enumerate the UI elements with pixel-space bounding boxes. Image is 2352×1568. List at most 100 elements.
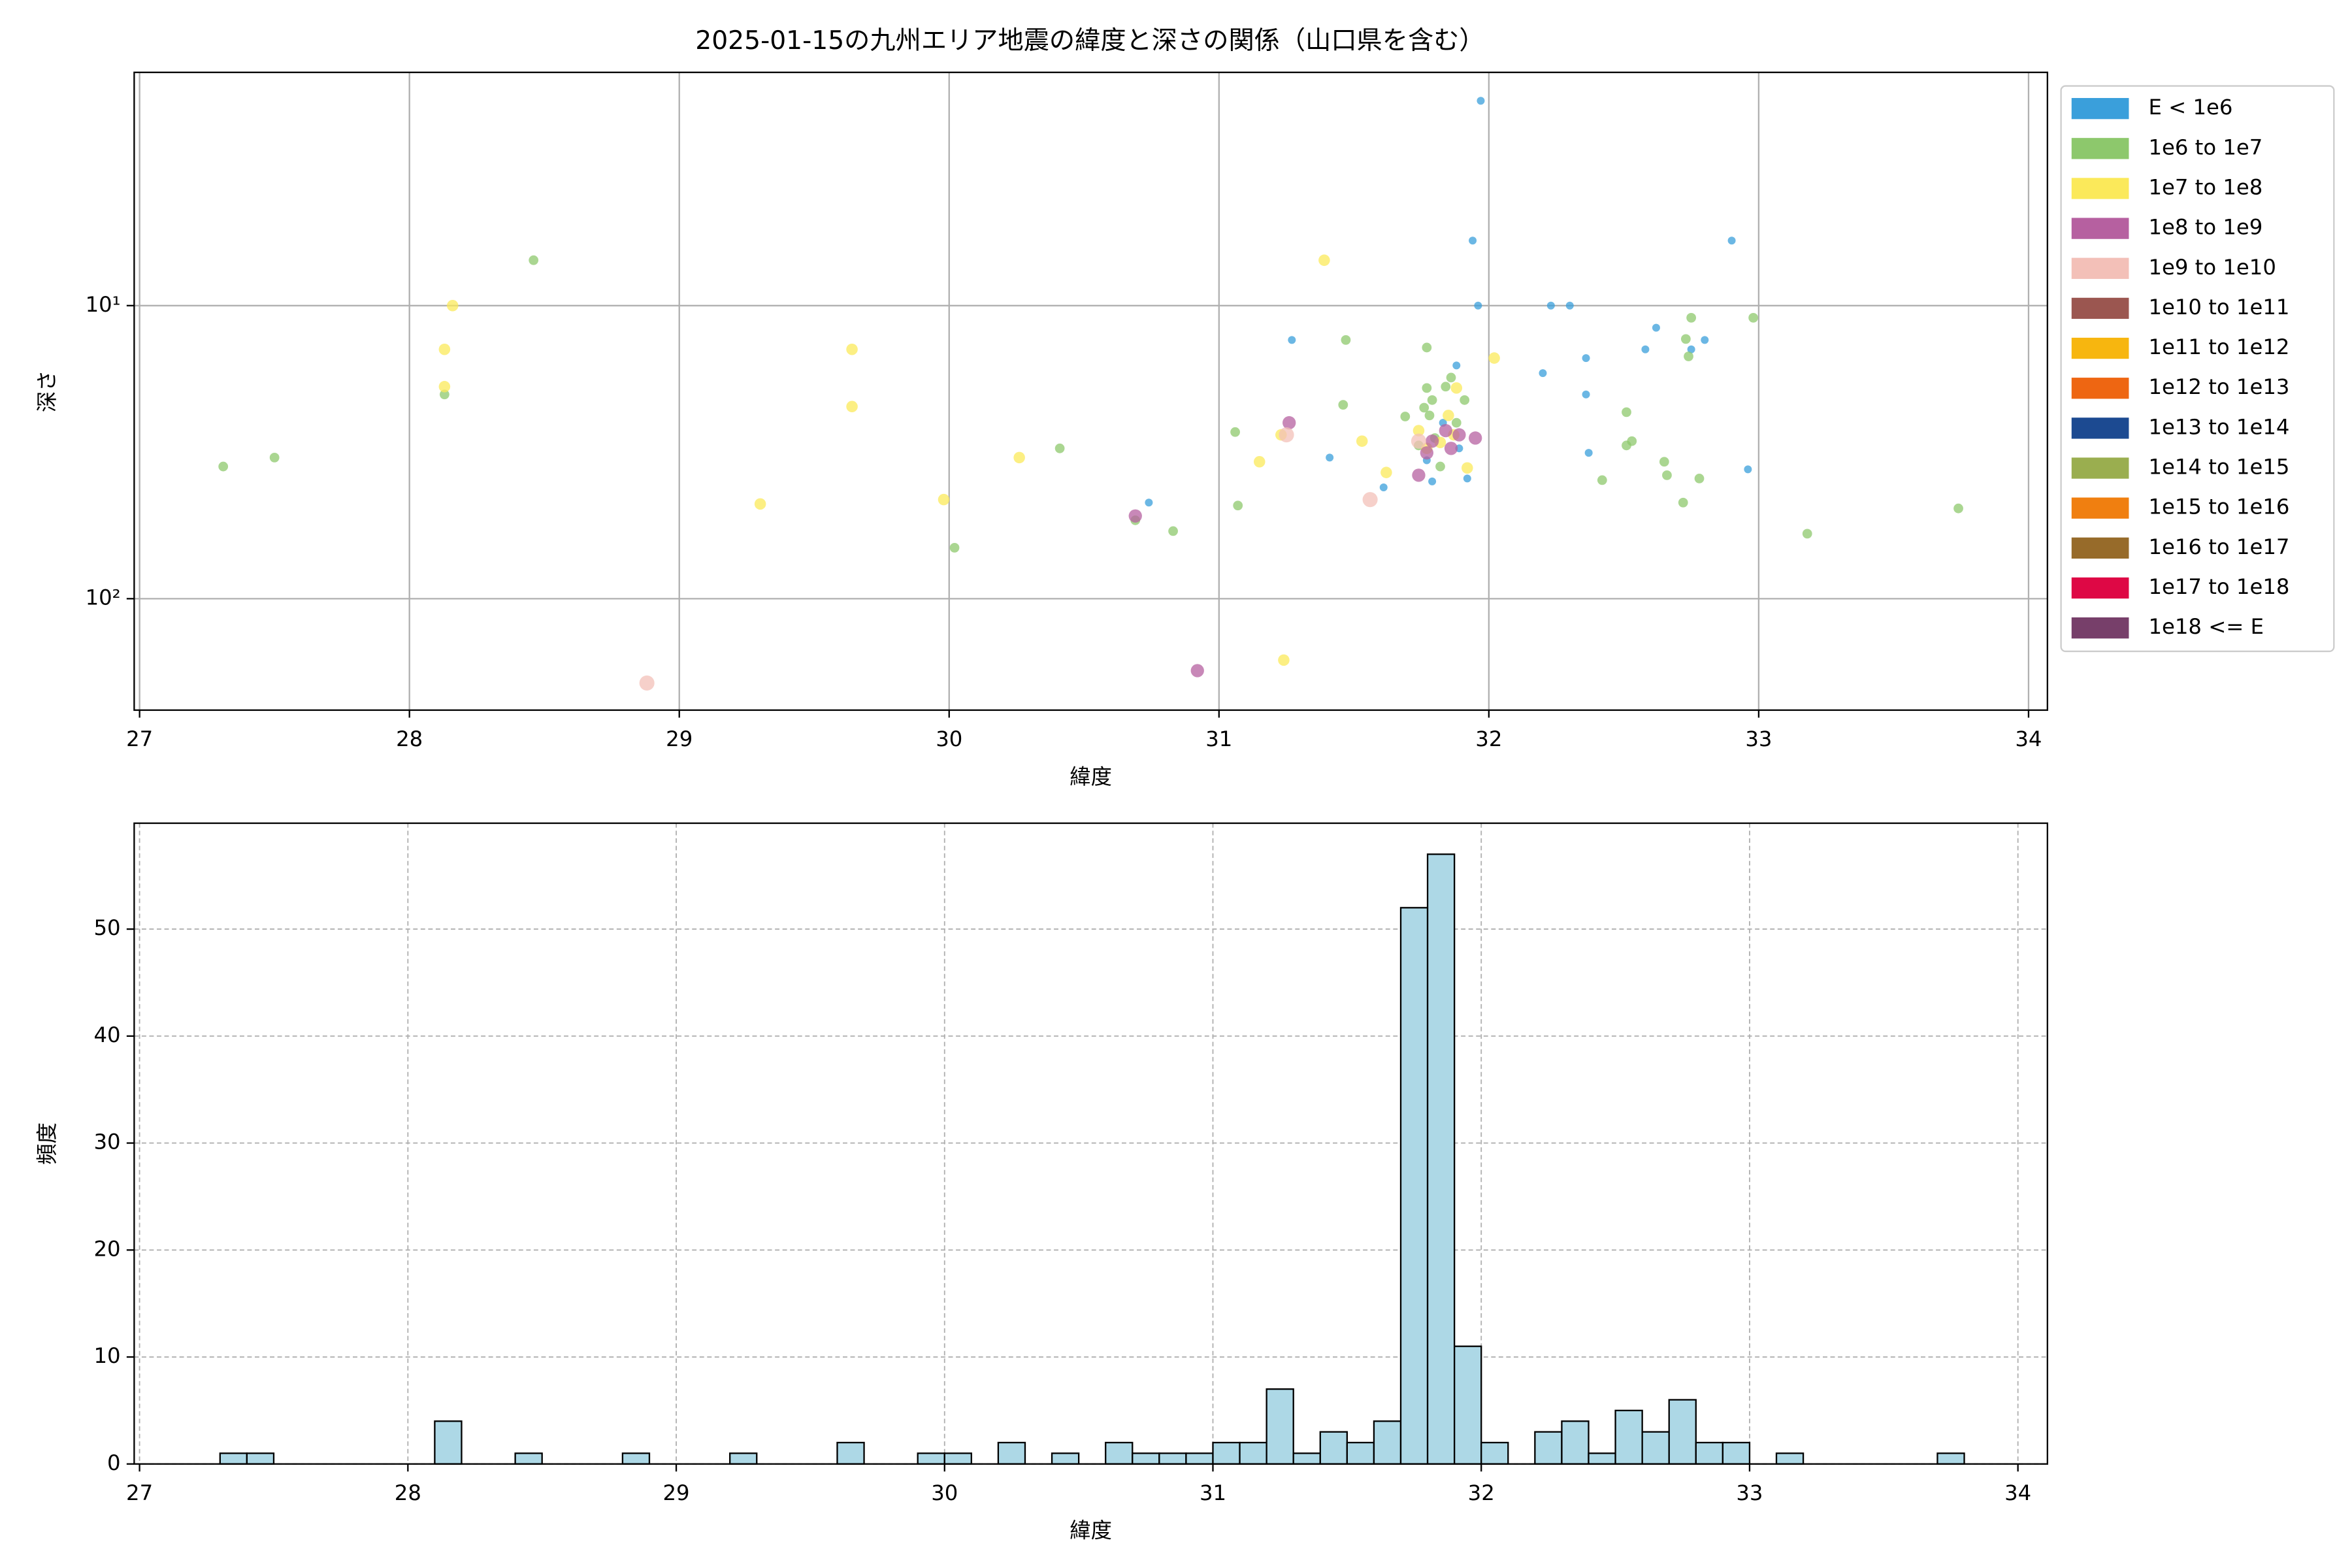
scatter-point <box>1687 345 1695 353</box>
legend-label: 1e13 to 1e14 <box>2148 414 2289 439</box>
scatter-point <box>1282 416 1296 430</box>
legend-swatch <box>2071 98 2129 120</box>
scatter-point <box>1230 427 1240 437</box>
scatter-point <box>1419 402 1429 413</box>
legend-label: 1e10 to 1e11 <box>2148 295 2289 319</box>
legend-box <box>2060 85 2335 653</box>
scatter-point <box>1422 383 1432 393</box>
histogram-bar <box>1722 1441 1751 1465</box>
histogram-bar <box>219 1452 248 1465</box>
scatter-point <box>269 452 280 463</box>
legend-swatch <box>2071 537 2129 559</box>
legend-swatch <box>2071 178 2129 199</box>
y-tick-label: 30 <box>94 1130 121 1154</box>
scatter-point <box>1279 427 1294 443</box>
scatter-point <box>1452 361 1461 370</box>
legend-label: 1e11 to 1e12 <box>2148 335 2289 359</box>
y-tick-label: 10² <box>86 585 121 610</box>
y-tick-label: 10¹ <box>86 292 121 317</box>
y-axis-label: 深さ <box>35 370 59 413</box>
scatter-point <box>1659 457 1669 467</box>
scatter-point <box>439 389 449 400</box>
scatter-point <box>1597 475 1607 485</box>
scatter-point <box>1584 449 1593 457</box>
scatter-point <box>1744 465 1752 474</box>
histogram-bar <box>997 1441 1026 1465</box>
histogram-bar <box>917 1452 945 1465</box>
scatter-point <box>1539 369 1547 378</box>
scatter-point <box>1488 352 1500 364</box>
y-axis-label: 頻度 <box>35 1122 59 1165</box>
scatter-point <box>1802 529 1812 539</box>
scatter-point <box>754 498 766 510</box>
scatter-point <box>1627 436 1637 446</box>
legend-label: 1e16 to 1e17 <box>2148 534 2289 559</box>
histogram-bar <box>434 1420 463 1465</box>
histogram-bar <box>943 1452 972 1465</box>
legend-label: 1e17 to 1e18 <box>2148 574 2289 599</box>
scatter-point <box>1686 312 1697 323</box>
histogram-bar <box>1668 1399 1697 1465</box>
legend-swatch <box>2071 337 2129 359</box>
scatter-point <box>1451 417 1462 428</box>
legend-label: E < 1e6 <box>2148 95 2232 120</box>
x-tick-label: 30 <box>936 727 962 751</box>
legend-label: 1e14 to 1e15 <box>2148 455 2289 480</box>
x-tick-label: 33 <box>1736 1480 1763 1505</box>
histogram-bar <box>1561 1420 1590 1465</box>
histogram-bar <box>621 1452 651 1465</box>
histogram-bar <box>1426 853 1456 1465</box>
scatter-point <box>1253 456 1266 468</box>
scatter-point <box>1413 425 1425 436</box>
scatter-point <box>438 343 451 355</box>
legend-label: 1e9 to 1e10 <box>2148 255 2276 280</box>
x-tick-label: 31 <box>1200 1480 1226 1505</box>
histogram-bar <box>1534 1431 1563 1465</box>
y-tick-label: 20 <box>94 1236 121 1261</box>
scatter-point <box>1641 345 1650 353</box>
plot-frame <box>133 71 2048 711</box>
x-tick-label: 27 <box>126 727 153 751</box>
scatter-point <box>438 381 451 393</box>
scatter-point <box>1427 395 1437 405</box>
histogram-bar <box>1212 1441 1241 1465</box>
scatter-point <box>1145 498 1153 507</box>
scatter-point <box>1380 466 1392 478</box>
legend-swatch <box>2071 378 2129 399</box>
y-tick-label: 10 <box>94 1343 121 1368</box>
legend-label: 1e15 to 1e16 <box>2148 495 2289 519</box>
scatter-point <box>1054 443 1065 453</box>
x-tick-label: 32 <box>1468 1480 1495 1505</box>
histogram-bar <box>729 1452 758 1465</box>
histogram-bar <box>1480 1441 1509 1465</box>
x-tick-label: 34 <box>2004 1480 2031 1505</box>
x-tick-label: 33 <box>1745 727 1772 751</box>
scatter-point <box>218 461 229 472</box>
scatter-point <box>1443 410 1454 421</box>
scatter-point <box>1422 342 1432 353</box>
scatter-point <box>1684 351 1693 361</box>
scatter-point <box>1450 382 1463 394</box>
scatter-point <box>1474 301 1482 310</box>
legend-label: 1e18 <= E <box>2148 614 2264 639</box>
scatter-point <box>1420 446 1434 460</box>
x-axis-label: 緯度 <box>1070 764 1112 789</box>
scatter-point <box>1412 468 1426 482</box>
scatter-point <box>1680 334 1691 344</box>
scatter-point <box>1727 237 1736 245</box>
scatter-point <box>1278 654 1290 666</box>
x-tick-label: 31 <box>1205 727 1232 751</box>
scatter-point <box>1477 97 1485 105</box>
legend-swatch <box>2071 257 2129 279</box>
scatter-point <box>1446 372 1456 383</box>
scatter-point <box>1233 500 1243 511</box>
scatter-point <box>1444 442 1458 455</box>
legend-swatch <box>2071 138 2129 159</box>
histogram-bar <box>1775 1452 1805 1465</box>
scatter-point <box>1652 323 1660 332</box>
scatter-point <box>1565 301 1574 310</box>
histogram-bar <box>1292 1452 1321 1465</box>
y-tick-label: 0 <box>107 1450 121 1475</box>
x-tick-label: 34 <box>2015 727 2042 751</box>
